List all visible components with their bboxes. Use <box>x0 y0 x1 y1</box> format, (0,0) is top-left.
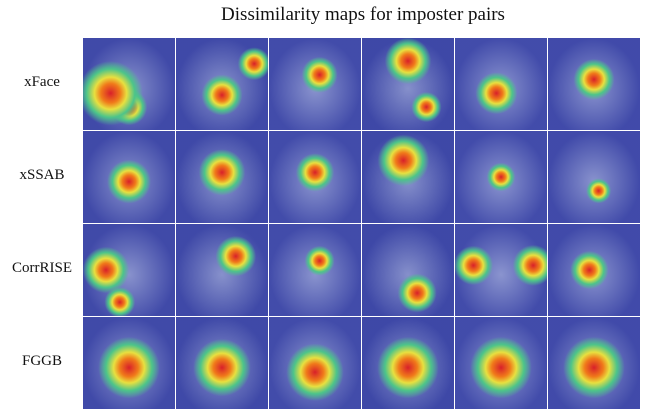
heatmap-image <box>362 38 454 130</box>
heatmap-image <box>269 224 361 316</box>
heatmap-image <box>548 38 640 130</box>
figure: Dissimilarity maps for imposter pairs xF… <box>0 0 645 412</box>
heatmap-image <box>176 317 268 409</box>
heatmap-image <box>176 131 268 223</box>
heatmap-image <box>269 38 361 130</box>
heatmap-image <box>548 317 640 409</box>
heatmap-image <box>362 224 454 316</box>
heatmap-image <box>269 317 361 409</box>
heatmap-image <box>362 317 454 409</box>
row-label: FGGB <box>0 353 84 370</box>
row-label: xSSAB <box>0 167 84 184</box>
heatmap-image <box>83 131 175 223</box>
heatmap-image <box>548 224 640 316</box>
heatmap-image <box>83 224 175 316</box>
heatmap-image <box>455 224 547 316</box>
heatmap-image <box>362 131 454 223</box>
heatmap-image <box>269 131 361 223</box>
row-label: xFace <box>0 74 84 91</box>
heatmap-image <box>83 38 175 130</box>
row-label: CorrRISE <box>0 260 84 277</box>
figure-title: Dissimilarity maps for imposter pairs <box>83 4 643 26</box>
heatmap-image <box>83 317 175 409</box>
heatmap-image <box>455 317 547 409</box>
heatmap-image <box>455 131 547 223</box>
heatmap-image <box>176 38 268 130</box>
heatmap-image <box>548 131 640 223</box>
heatmap-image <box>455 38 547 130</box>
heatmap-image <box>176 224 268 316</box>
